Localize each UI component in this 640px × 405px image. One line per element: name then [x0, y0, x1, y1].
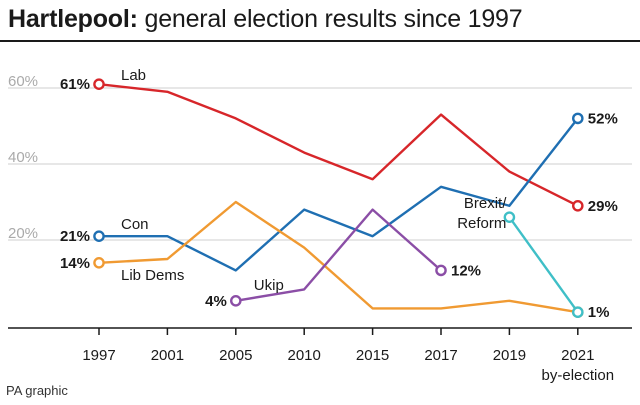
data-labels: 61% 29% Lab 21% 52% Con 14% 1% Lib Dems 4% 12% Ukip…: [60, 67, 618, 321]
brexit-reform-name-label-2: Reform: [457, 215, 506, 232]
y-tick-label-60: 60%: [8, 73, 38, 90]
lib-dems-end-value: 1%: [588, 304, 610, 321]
brexit-reform-line: [508, 215, 579, 314]
chart-title: Hartlepool: general election results sin…: [8, 4, 523, 34]
title-rule: [0, 40, 640, 42]
lab-end-point: [572, 199, 584, 212]
con-name-label: Con: [121, 216, 149, 233]
brexit-reform-name-label-1: Brexit/: [464, 195, 507, 212]
x-axis: 1997 2001 2005 2010 2015 2017 2019 2021 by-elect…: [8, 327, 632, 384]
lab-end-value: 29%: [588, 198, 618, 215]
con-end-point: [572, 112, 584, 125]
lab-start-value: 61%: [60, 76, 90, 93]
ukip-name-label: Ukip: [254, 277, 284, 294]
con-start-value: 21%: [60, 228, 90, 245]
brexit-reform-start-point: [503, 211, 516, 223]
x-tick-label-2010: 2010: [288, 347, 321, 364]
y-tick-label-20: 20%: [8, 225, 38, 242]
x-tick-label-2001: 2001: [151, 347, 184, 364]
ukip-end-point: [435, 264, 447, 277]
ukip-start-point: [229, 294, 242, 307]
brexit-reform-end-point: [572, 306, 584, 319]
y-axis-ticks: 20% 40% 60%: [8, 73, 38, 242]
credit-text: PA graphic: [6, 383, 68, 398]
x-tick-label-2005: 2005: [219, 347, 252, 364]
lib-dems-name-label: Lib Dems: [121, 267, 184, 284]
series-lines: [97, 82, 579, 314]
lib-dems-line: [97, 200, 579, 314]
con-start-point: [93, 230, 105, 242]
con-end-value: 52%: [588, 110, 618, 127]
series-points: [93, 78, 584, 319]
x-tick-label-1997: 1997: [82, 347, 115, 364]
lib-dems-start-point: [93, 256, 105, 269]
x-tick-label-2017: 2017: [424, 347, 457, 364]
chart-title-place: Hartlepool:: [8, 5, 138, 33]
chart-title-text: general election results since 1997: [137, 5, 523, 33]
con-line: [97, 117, 579, 272]
ukip-line: [234, 208, 443, 302]
x-tick-label-2015: 2015: [356, 347, 389, 364]
lab-name-label: Lab: [121, 67, 146, 84]
y-tick-label-40: 40%: [8, 149, 38, 166]
gridlines: [8, 87, 632, 241]
x-tick-label-2019: 2019: [493, 347, 526, 364]
x-tick-label-2021: 2021: [561, 347, 594, 364]
lib-dems-start-value: 14%: [60, 255, 90, 272]
lab-line: [97, 82, 579, 208]
ukip-start-value: 4%: [205, 293, 227, 310]
lab-start-point: [93, 78, 105, 90]
ukip-end-value: 12%: [451, 262, 481, 279]
x-tick-sublabel-2021: by-election: [542, 367, 615, 384]
